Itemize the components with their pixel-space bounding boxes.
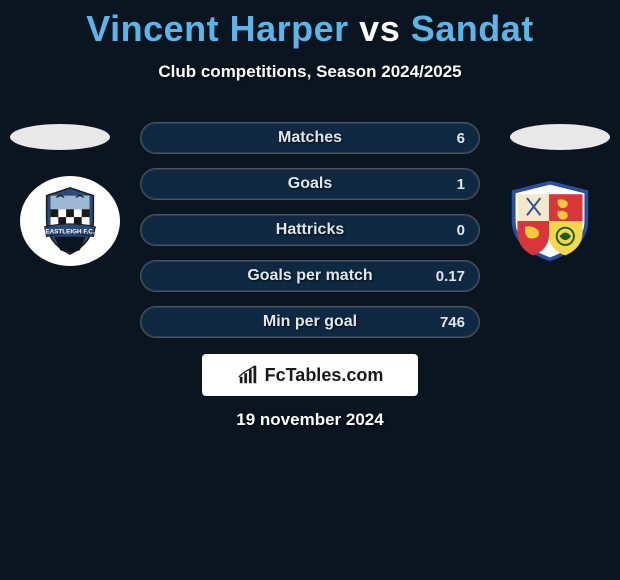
stat-row-gpm: Goals per match 0.17 <box>140 260 480 292</box>
stat-row-matches: Matches 6 <box>140 122 480 154</box>
player2-silhouette <box>510 124 610 150</box>
stat-row-hattricks: Hattricks 0 <box>140 214 480 246</box>
wealdstone-crest-icon <box>500 176 600 266</box>
stat-label: Goals per match <box>247 267 372 285</box>
branding-text: FcTables.com <box>265 365 384 386</box>
stat-label: Min per goal <box>263 313 357 331</box>
stat-right-value: 0.17 <box>436 268 465 285</box>
svg-text:EASTLEIGH F.C.: EASTLEIGH F.C. <box>45 229 94 236</box>
club-badge-left: EASTLEIGH F.C. <box>20 176 120 266</box>
vs-text: vs <box>359 8 400 49</box>
stat-row-mpg: Min per goal 746 <box>140 306 480 338</box>
stat-label: Hattricks <box>276 221 344 239</box>
stats-panel: Matches 6 Goals 1 Hattricks 0 Goals per … <box>140 122 480 352</box>
stat-right-value: 1 <box>457 176 465 193</box>
player1-silhouette <box>10 124 110 150</box>
bar-chart-icon <box>237 364 259 386</box>
subtitle: Club competitions, Season 2024/2025 <box>0 62 620 82</box>
comparison-title: Vincent Harper vs Sandat <box>0 0 620 50</box>
club-badge-right <box>500 176 600 266</box>
stat-right-value: 6 <box>457 130 465 147</box>
date-text: 19 november 2024 <box>0 410 620 430</box>
stat-right-value: 0 <box>457 222 465 239</box>
eastleigh-crest-icon: EASTLEIGH F.C. <box>20 176 120 266</box>
stat-right-value: 746 <box>440 314 465 331</box>
player1-name: Vincent Harper <box>86 8 348 49</box>
stat-label: Matches <box>278 129 342 147</box>
stat-label: Goals <box>288 175 332 193</box>
player2-name: Sandat <box>411 8 534 49</box>
branding-badge: FcTables.com <box>202 354 418 396</box>
stat-row-goals: Goals 1 <box>140 168 480 200</box>
